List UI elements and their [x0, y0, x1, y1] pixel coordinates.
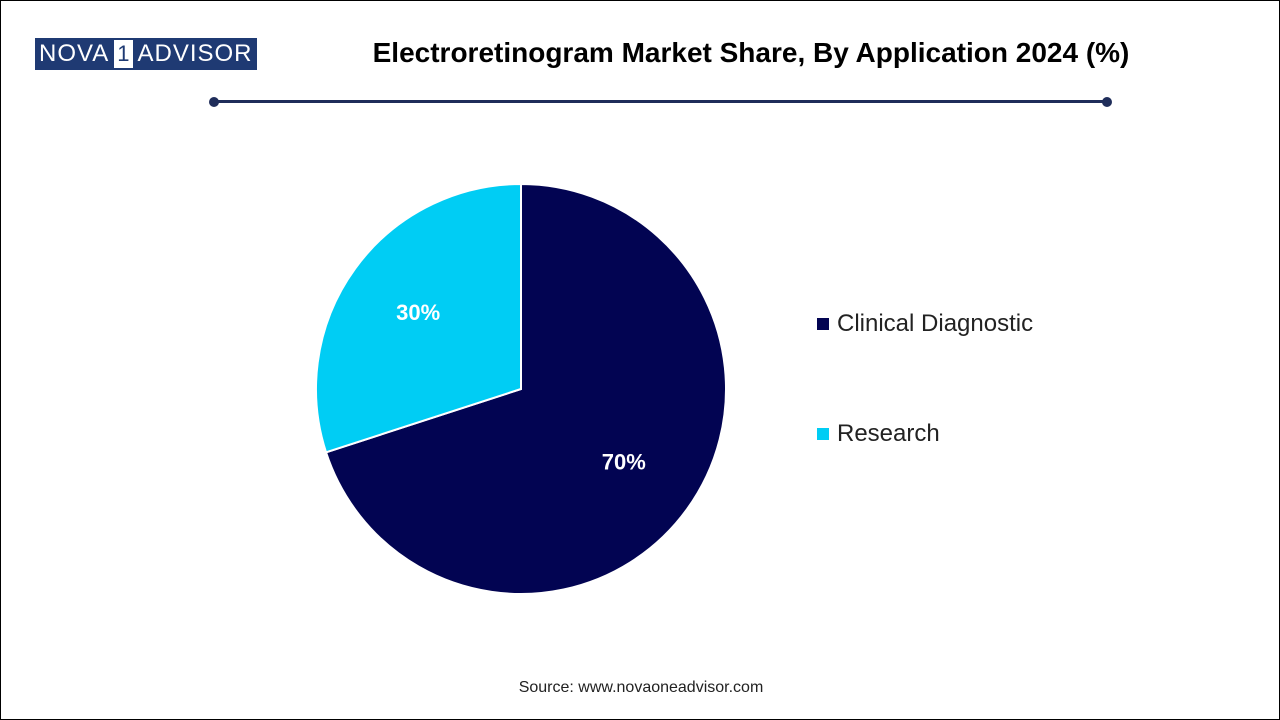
source-note: Source: www.novaoneadvisor.com [518, 679, 764, 696]
legend-item-research: Research [817, 419, 1033, 449]
divider-left-dot [209, 97, 219, 107]
pie-slice-research [315, 182, 522, 454]
legend-item-clinical-diagnostic: Clinical Diagnostic [817, 309, 1033, 339]
pie-slice-clinical-diagnostic [324, 182, 727, 595]
chart-title: Electroretinogram Market Share, By Appli… [372, 37, 1130, 68]
legend-label-clinical-diagnostic: Clinical Diagnostic [837, 310, 1034, 337]
legend-swatch-clinical-diagnostic [817, 318, 829, 330]
title-divider-line [214, 100, 1108, 103]
legend-swatch-research [817, 428, 829, 440]
divider-right-dot [1102, 97, 1112, 107]
logo-text-one: 1 [112, 38, 136, 70]
logo-text-nova: NOVA [35, 38, 113, 70]
chart-legend: Clinical Diagnostic Research [817, 309, 1033, 529]
logo-text-advisor: ADVISOR [135, 38, 257, 70]
nova-one-advisor-logo: NOVA 1 ADVISOR [35, 38, 257, 70]
legend-label-research: Research [837, 420, 940, 447]
pie-label-clinical-diagnostic: 70% [602, 450, 646, 475]
pie-label-research: 30% [396, 300, 440, 325]
